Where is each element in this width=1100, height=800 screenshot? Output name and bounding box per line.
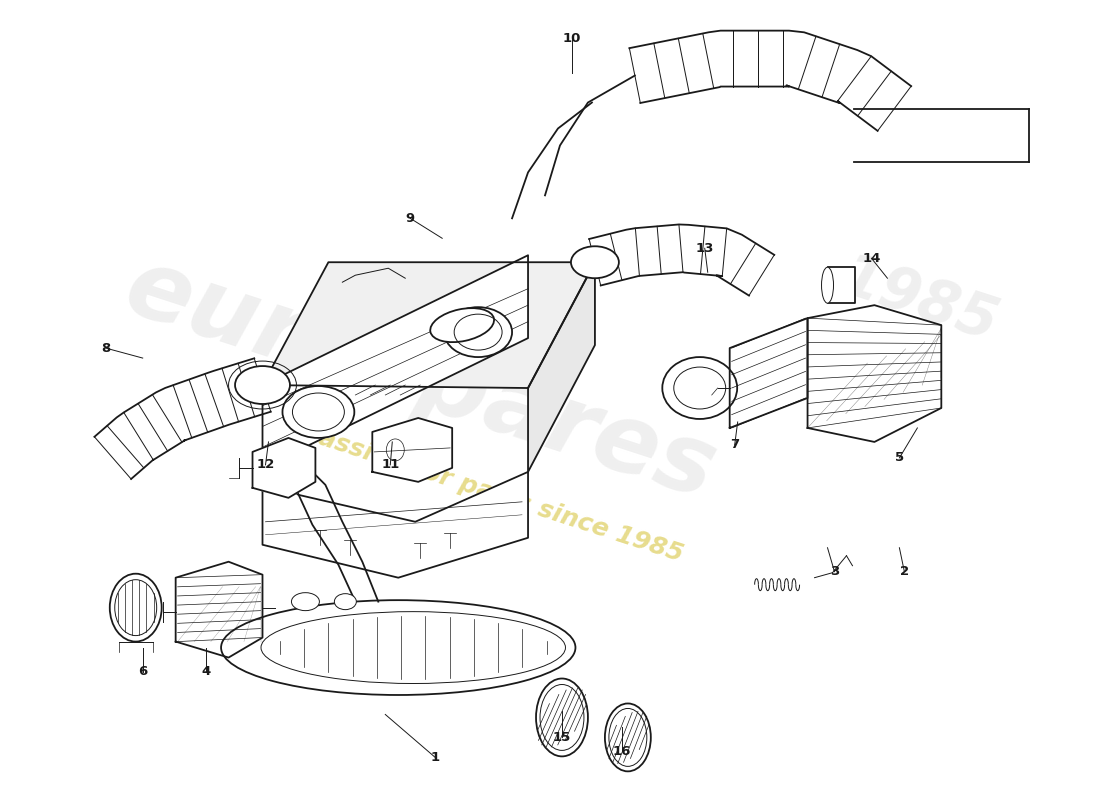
Polygon shape: [176, 562, 263, 658]
Ellipse shape: [605, 703, 651, 771]
Polygon shape: [372, 418, 452, 482]
Ellipse shape: [662, 357, 737, 419]
Text: a passion for parts since 1985: a passion for parts since 1985: [274, 413, 686, 567]
Ellipse shape: [110, 574, 162, 642]
Ellipse shape: [292, 593, 319, 610]
Text: 1985: 1985: [834, 248, 1005, 352]
Ellipse shape: [571, 246, 619, 278]
Ellipse shape: [283, 386, 354, 438]
Text: 4: 4: [201, 665, 210, 678]
Text: 12: 12: [256, 458, 275, 471]
Text: 2: 2: [900, 566, 909, 578]
Text: 8: 8: [101, 342, 110, 354]
Text: 11: 11: [382, 458, 399, 471]
Text: 5: 5: [894, 451, 904, 464]
Text: 1: 1: [430, 751, 440, 764]
Text: 3: 3: [829, 566, 839, 578]
Text: 16: 16: [613, 745, 631, 758]
Ellipse shape: [430, 308, 494, 342]
Polygon shape: [729, 318, 807, 428]
Polygon shape: [253, 438, 316, 498]
Text: 15: 15: [553, 731, 571, 744]
Polygon shape: [263, 255, 528, 468]
Ellipse shape: [444, 307, 513, 357]
Text: eurospares: eurospares: [113, 241, 727, 519]
Polygon shape: [263, 468, 528, 578]
Ellipse shape: [334, 594, 356, 610]
Polygon shape: [807, 305, 942, 442]
Ellipse shape: [221, 600, 575, 695]
Ellipse shape: [536, 678, 587, 756]
Ellipse shape: [235, 366, 290, 404]
Text: 7: 7: [730, 438, 739, 451]
Polygon shape: [827, 267, 856, 303]
Text: 14: 14: [862, 252, 881, 265]
Text: 9: 9: [406, 212, 415, 225]
Ellipse shape: [822, 267, 834, 303]
Text: 6: 6: [139, 665, 147, 678]
Text: 10: 10: [563, 32, 581, 45]
Text: 13: 13: [695, 242, 714, 254]
Polygon shape: [263, 262, 595, 388]
Polygon shape: [528, 262, 595, 472]
